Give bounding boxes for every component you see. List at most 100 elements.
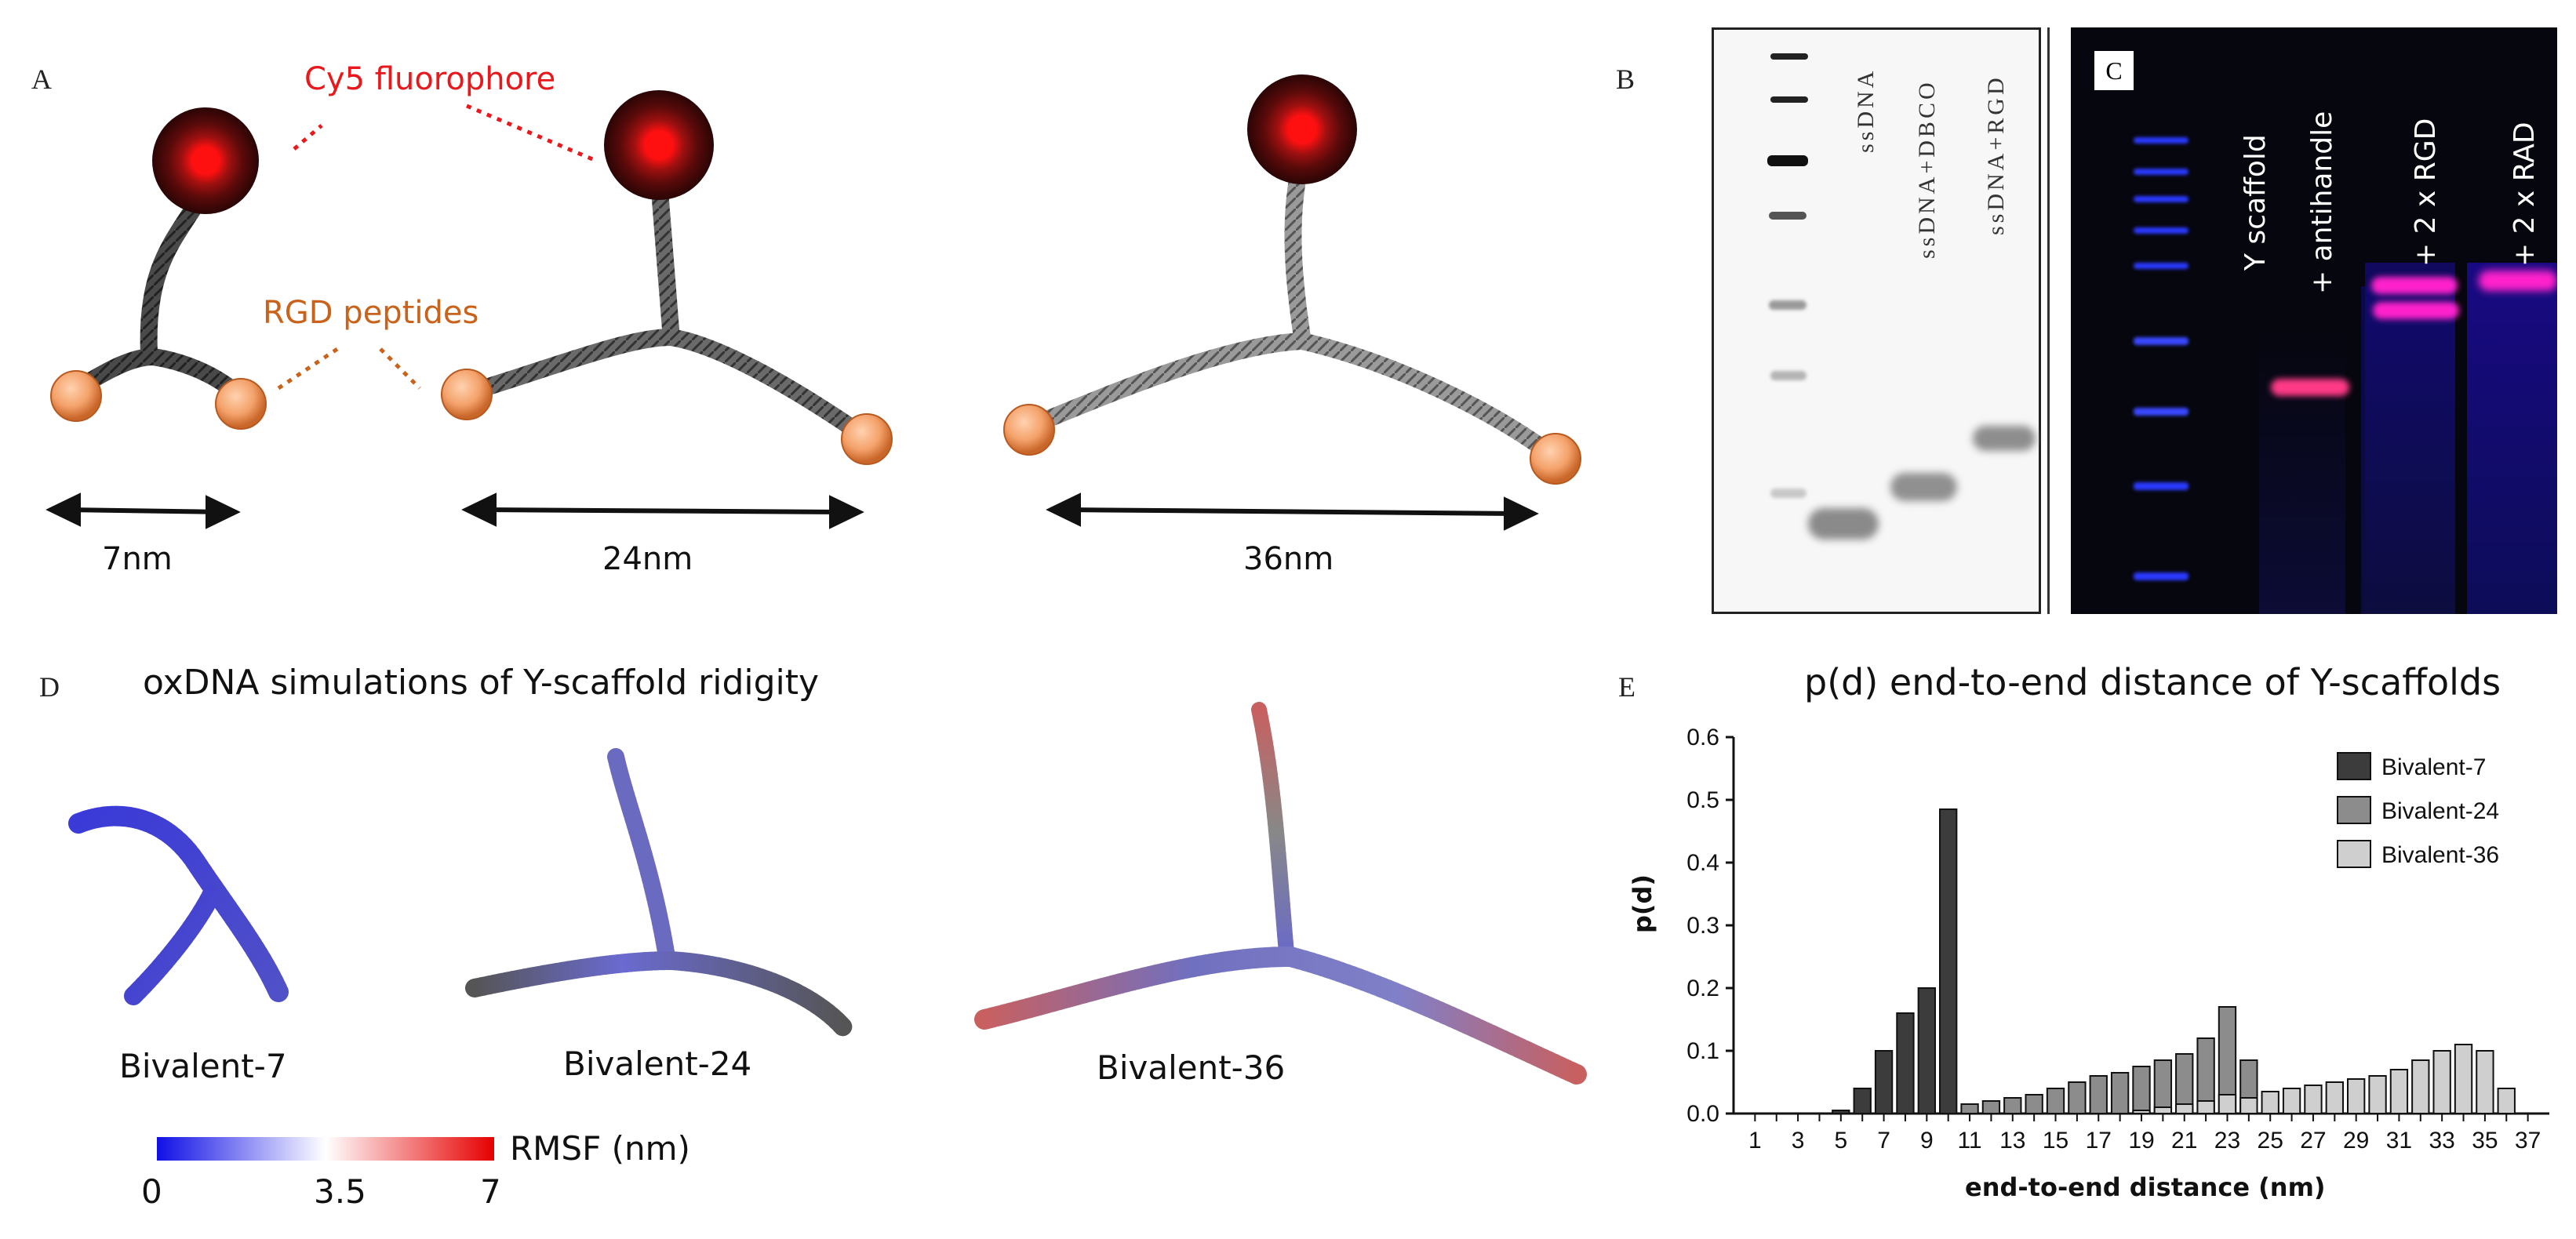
legend-label: Bivalent-24 [2381, 798, 2499, 824]
bar-bivalent-24 [2025, 1094, 2043, 1114]
x-tick-label: 9 [1920, 1128, 1934, 1154]
x-tick-label: 23 [2214, 1128, 2240, 1154]
sample-band-ssdna [1808, 508, 1879, 540]
gel-c-lane-label: Y scaffold [2239, 134, 2272, 271]
bar-bivalent-36 [2347, 1078, 2366, 1114]
bar-bivalent-36 [2325, 1081, 2344, 1114]
rmsf-tick: 7 [480, 1172, 501, 1211]
rmsf-colorbar [157, 1137, 494, 1161]
gel-c-lane-label: + 2 x RAD [2509, 122, 2541, 267]
bar-bivalent-24 [2132, 1066, 2151, 1114]
panel-b-letter: B [1616, 64, 1635, 95]
ladder-band [1770, 489, 1806, 498]
x-tick-label: 29 [2343, 1128, 2369, 1154]
x-tick-label: 35 [2472, 1128, 2498, 1154]
rmsf-tick: 0 [141, 1172, 162, 1211]
bar-bivalent-36 [2454, 1044, 2473, 1114]
bar-bivalent-7 [1874, 1050, 1894, 1114]
bar-bivalent-24 [2068, 1081, 2087, 1114]
gel-c-lane-haze [2259, 325, 2345, 614]
legend-swatch [2337, 752, 2371, 780]
structure-label-bivalent-36: Bivalent-36 [1097, 1048, 1286, 1087]
distance-arrows [45, 492, 1539, 531]
bars [1832, 808, 2516, 1114]
bar-bivalent-36 [2218, 1094, 2237, 1114]
bar-bivalent-36 [2132, 1110, 2151, 1114]
ladder-band [1769, 212, 1806, 220]
gel-c: C [2071, 27, 2557, 614]
bar-bivalent-36 [2432, 1050, 2451, 1114]
bar-bivalent-7 [1896, 1012, 1915, 1114]
structure-label-bivalent-7: Bivalent-7 [119, 1047, 287, 1085]
panel-c-letter-box: C [2094, 51, 2134, 90]
rmsf-colorbar-label: RMSF (nm) [510, 1129, 690, 1168]
distance-label-7nm: 7nm [102, 541, 173, 577]
bar-bivalent-36 [2497, 1088, 2516, 1114]
bar-bivalent-24 [2153, 1059, 2173, 1114]
gel-c-lane-label: + 2 x RGD [2410, 118, 2442, 267]
bar-bivalent-7 [1853, 1088, 1872, 1114]
chart-xlabel: end-to-end distance (nm) [1965, 1172, 2326, 1202]
ladder-band [1769, 300, 1806, 310]
x-tick-label: 21 [2171, 1128, 2197, 1154]
bar-bivalent-24 [2089, 1075, 2108, 1114]
x-tick-label: 1 [1748, 1128, 1762, 1154]
pd-bar-chart: 0.00.10.20.30.40.50.6 1 3 5 7 9 11 13 15 17 19 21 2… [1686, 725, 2549, 1154]
gel-b-lane-label: ssDNA+DBCO [1914, 79, 1940, 259]
panel-d-letter: D [39, 671, 60, 703]
sample-band-y-scaffold [2271, 379, 2349, 396]
legend: Bivalent-7 Bivalent-24 Bivalent-36 [2337, 752, 2499, 868]
x-tick-label: 3 [1792, 1128, 1805, 1154]
x-tick-label: 37 [2515, 1128, 2541, 1154]
x-tick-label: 19 [2128, 1128, 2154, 1154]
y-tick-label: 0.6 [1686, 725, 1719, 750]
distance-label-36nm: 36nm [1243, 541, 1334, 577]
ladder-band [2134, 263, 2189, 269]
x-tick-label: 11 [1957, 1128, 1981, 1154]
oxdna-bivalent-24 [465, 748, 853, 1037]
bar-bivalent-36 [2175, 1103, 2194, 1114]
fluorophore-label: Cy5 fluorophore [304, 61, 556, 97]
gel-c-lane-haze [2467, 263, 2557, 614]
y-axis: 0.0 0.1 0.2 0.3 0.4 0.5 0.6 [1686, 725, 1735, 1127]
ladder-band [2134, 196, 2189, 202]
bar-bivalent-24 [1960, 1103, 1979, 1114]
panel-a-letter: A [31, 64, 52, 95]
bar-bivalent-36 [2282, 1088, 2301, 1114]
bar-bivalent-36 [2304, 1085, 2323, 1114]
rmsf-tick: 3.5 [314, 1172, 366, 1211]
x-tick-label: 17 [2086, 1128, 2112, 1154]
panel-d-title: oxDNA simulations of Y-scaffold ridigity [143, 663, 820, 703]
ladder-band [1770, 371, 1806, 380]
sample-band-2x-rgd-lane3-visible [2371, 277, 2458, 294]
sample-band-antihandle [2373, 302, 2459, 319]
sample-band-2xrgd-shown-pink [2479, 271, 2557, 291]
ladder-band [1770, 96, 1808, 103]
legend-label: Bivalent-7 [2381, 754, 2486, 780]
sample-band-dbco [1890, 473, 1957, 501]
bar-bivalent-36 [2389, 1069, 2409, 1114]
bar-bivalent-7 [1917, 987, 1936, 1114]
ladder-band [2134, 408, 2189, 416]
y-tick-label: 0.0 [1686, 1101, 1719, 1127]
ladder-band [2134, 137, 2189, 144]
gel-c-lane-haze [2365, 263, 2455, 614]
bar-bivalent-24 [2110, 1072, 2130, 1114]
bar-bivalent-24 [2003, 1097, 2022, 1114]
y-tick-label: 0.2 [1686, 976, 1719, 1001]
scaffold-24nm [441, 90, 893, 465]
bar-bivalent-24 [1981, 1100, 2001, 1114]
x-tick-label: 5 [1834, 1128, 1847, 1154]
bar-bivalent-36 [2196, 1100, 2215, 1114]
ladder-band [1767, 155, 1808, 166]
panel-c-letter: C [2105, 56, 2123, 85]
y-tick-label: 0.3 [1686, 913, 1719, 939]
gel-b [1712, 27, 2041, 614]
x-tick-label: 13 [1999, 1128, 2025, 1154]
chart-ylabel: p(d) [1628, 874, 1657, 933]
ladder-band [2134, 169, 2189, 175]
x-tick-label: 7 [1877, 1128, 1890, 1154]
panel-a-illustration [45, 74, 1581, 531]
gel-divider [2047, 27, 2050, 614]
chart-title: p(d) end-to-end distance of Y-scaffolds [1804, 661, 2501, 703]
